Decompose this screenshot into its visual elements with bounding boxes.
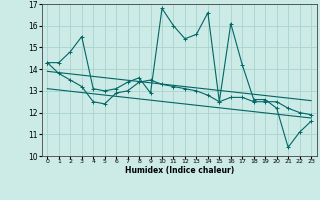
X-axis label: Humidex (Indice chaleur): Humidex (Indice chaleur) — [124, 166, 234, 175]
